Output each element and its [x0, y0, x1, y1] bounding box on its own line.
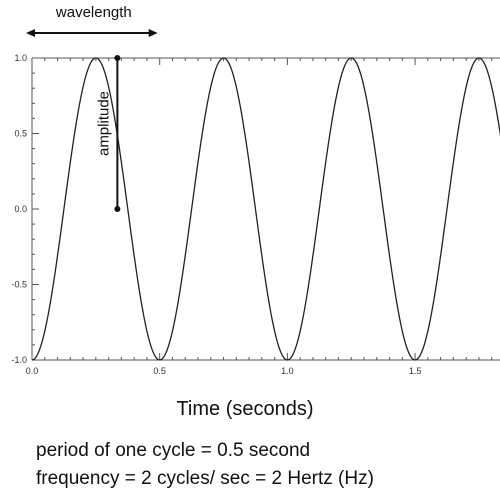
y-tick-label: 0.5	[14, 129, 27, 139]
sine-wave-line	[31, 57, 500, 361]
sine-wave-chart: 0.0 0.5 1.0 1.5 -1.0 -0.5 0.0 0.5 1.0 wavelength…	[11, 4, 500, 376]
amplitude-arrow-bottom-dot	[114, 206, 121, 212]
series-group	[31, 57, 500, 361]
wavelength-label: wavelength	[55, 4, 132, 21]
y-tick-label: -1.0	[11, 355, 27, 365]
wavelength-arrow-left-head	[26, 29, 35, 37]
period-caption: period of one cycle = 0.5 second	[36, 440, 311, 461]
x-tick-label: 0.5	[153, 366, 166, 376]
y-tick-label: 0.0	[14, 204, 27, 214]
annotations: wavelength amplitude	[26, 4, 158, 212]
x-tick-label: 0.0	[26, 366, 39, 376]
axis-ticks: 0.0 0.5 1.0 1.5 -1.0 -0.5 0.0 0.5 1.0	[11, 53, 493, 376]
amplitude-label: amplitude	[95, 91, 112, 156]
x-axis-label: Time (seconds)	[176, 398, 314, 420]
amplitude-arrow-top-dot	[114, 55, 121, 61]
wavelength-arrow-right-head	[148, 29, 158, 37]
x-tick-label: 1.0	[281, 366, 294, 376]
frequency-caption: frequency = 2 cycles/ sec = 2 Hertz (Hz)	[36, 468, 374, 489]
y-tick-label: 1.0	[14, 53, 27, 63]
x-tick-label: 1.5	[409, 366, 422, 376]
y-tick-label: -0.5	[11, 280, 27, 290]
